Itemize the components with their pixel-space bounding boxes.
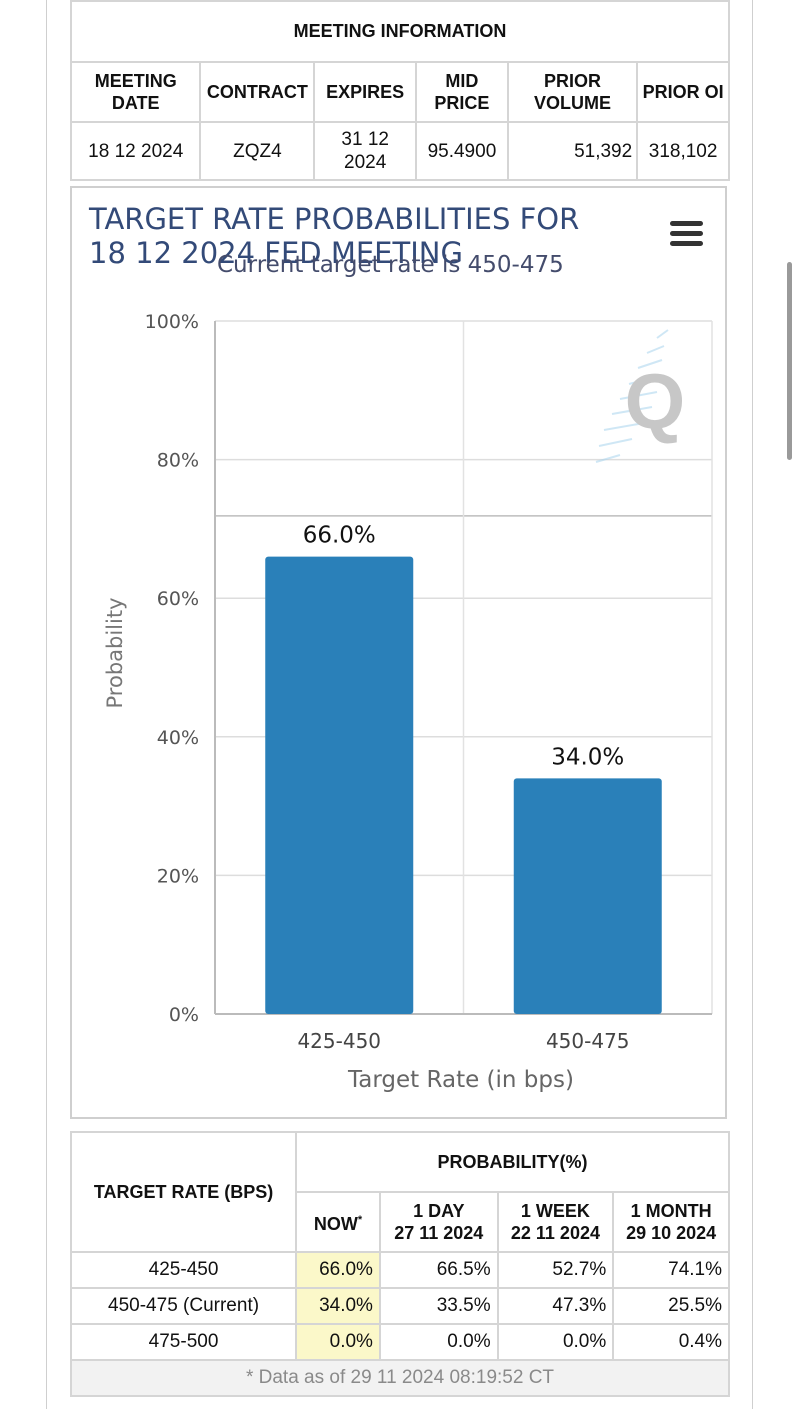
chart-bars: 66.0% 34.0%	[265, 523, 662, 1014]
header-prior-oi: PRIOR OI	[636, 61, 730, 123]
header-meeting-date: MEETING DATE	[69, 61, 202, 123]
chart-subtitle: Current target rate is 450-475	[217, 252, 564, 278]
header-1-day: 1 DAY 27 11 2024	[378, 1191, 499, 1253]
prior-volume-value: 51,392	[506, 121, 639, 181]
rate-cell: 475-500	[69, 1323, 298, 1361]
probability-chart: 0% 20% 40% 60% 80% 100% 66.0% 34.0% 425-450 450…	[88, 202, 713, 1093]
chart-title-line-1: TARGET RATE PROBABILITIES FOR	[88, 202, 579, 236]
meeting-date-value: 18 12 2024	[69, 121, 202, 181]
rate-cell: 425-450	[69, 1251, 298, 1289]
header-expires: EXPIRES	[313, 61, 418, 123]
x-tick-label: 450-475	[546, 1029, 630, 1053]
x-tick-labels: 425-450 450-475	[297, 1029, 629, 1053]
page-border-right	[752, 0, 753, 1409]
meeting-info-table: MEETING INFORMATION MEETING DATE CONTRAC…	[69, 0, 730, 181]
chart-panel: 0% 20% 40% 60% 80% 100% 66.0% 34.0% 425-450 450…	[70, 186, 727, 1119]
header-probability: PROBABILITY(%)	[295, 1131, 730, 1193]
header-now: NOW*	[295, 1191, 381, 1253]
data-timestamp-footnote: * Data as of 29 11 2024 08:19:52 CT	[70, 1359, 730, 1397]
probability-table: TARGET RATE (BPS) PROBABILITY(%) NOW* 1 …	[69, 1131, 730, 1397]
meeting-info-title: MEETING INFORMATION	[70, 0, 730, 63]
week-cell: 0.0%	[496, 1323, 615, 1361]
day-cell: 33.5%	[378, 1287, 499, 1325]
header-1-month: 1 MONTH 29 10 2024	[612, 1191, 730, 1253]
scrollbar[interactable]	[787, 262, 792, 460]
bar-450-475[interactable]	[513, 778, 662, 1014]
expires-value: 31 12 2024	[313, 121, 418, 181]
header-1-week: 1 WEEK 22 11 2024	[496, 1191, 615, 1253]
now-cell: 34.0%	[295, 1287, 381, 1325]
week-cell: 52.7%	[496, 1251, 615, 1289]
table-row: 425-450 66.0% 66.5% 52.7% 74.1%	[69, 1251, 730, 1289]
y-tick-label: 0%	[169, 1004, 199, 1026]
table-row: 450-475 (Current) 34.0% 33.5% 47.3% 25.5…	[69, 1287, 730, 1325]
y-tick-label: 20%	[157, 865, 199, 887]
data-label: 66.0%	[303, 523, 376, 549]
header-mid-price: MID PRICE	[415, 61, 509, 123]
y-tick-label: 60%	[157, 588, 199, 610]
week-cell: 47.3%	[496, 1287, 615, 1325]
month-cell: 0.4%	[612, 1323, 730, 1361]
quikstrike-logo-watermark: Q	[595, 329, 686, 463]
page-border-left	[46, 0, 47, 1409]
y-axis-label: Probability	[103, 597, 127, 708]
month-cell: 25.5%	[612, 1287, 730, 1325]
hamburger-menu-icon[interactable]	[670, 221, 703, 246]
contract-value: ZQZ4	[199, 121, 316, 181]
table-row: 475-500 0.0% 0.0% 0.0% 0.4%	[69, 1323, 730, 1361]
header-prior-volume: PRIOR VOLUME	[506, 61, 639, 123]
day-cell: 0.0%	[378, 1323, 499, 1361]
svg-text:Q: Q	[625, 357, 686, 445]
month-cell: 74.1%	[612, 1251, 730, 1289]
bar-425-450[interactable]	[265, 556, 414, 1014]
x-tick-label: 425-450	[297, 1029, 381, 1053]
now-cell: 0.0%	[295, 1323, 381, 1361]
prior-oi-value: 318,102	[636, 121, 730, 181]
rate-cell: 450-475 (Current)	[69, 1287, 298, 1325]
data-label: 34.0%	[551, 744, 624, 770]
y-tick-label: 80%	[157, 450, 199, 472]
x-axis-label: Target Rate (in bps)	[347, 1067, 574, 1093]
chart-title-line-2: 18 12 2024 FED MEETING	[89, 236, 463, 270]
y-tick-label: 100%	[145, 311, 199, 333]
header-target-rate: TARGET RATE (BPS)	[69, 1131, 298, 1253]
header-contract: CONTRACT	[199, 61, 316, 123]
y-tick-label: 40%	[157, 727, 199, 749]
now-cell: 66.0%	[295, 1251, 381, 1289]
y-tick-labels: 0% 20% 40% 60% 80% 100%	[145, 311, 199, 1026]
mid-price-value: 95.4900	[415, 121, 509, 181]
day-cell: 66.5%	[378, 1251, 499, 1289]
